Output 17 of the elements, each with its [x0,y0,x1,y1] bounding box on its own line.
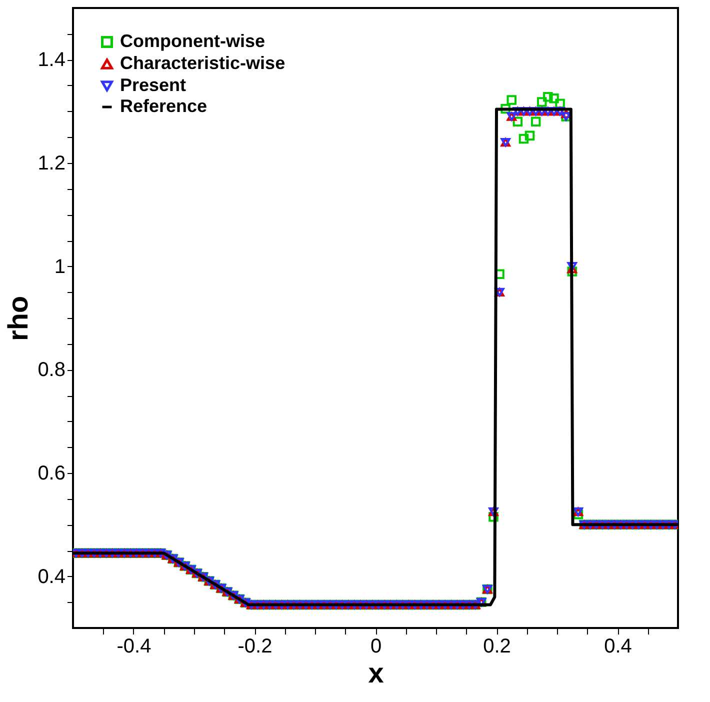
y-tick-label: 0.6 [38,462,66,484]
x-axis-title: x [368,658,384,688]
legend-label: Component-wise [120,31,266,51]
x-tick-label: 0.2 [483,636,511,658]
y-tick-label: 0.4 [38,566,66,588]
legend-label: Characteristic-wise [120,53,286,73]
x-tick-label: -0.2 [238,636,272,658]
legend-label: Reference [120,96,208,116]
x-tick-label: -0.4 [116,636,152,658]
y-tick-label: 0.8 [38,359,66,382]
x-tick-label: 0 [370,636,382,658]
y-axis-title: rho [2,296,34,342]
y-tick-label: 1.4 [38,49,66,72]
x-tick-label: 0.4 [604,636,632,658]
y-tick-label: 1.2 [38,152,66,174]
legend-label: Present [120,75,186,95]
y-tick-label: 1 [54,256,66,278]
